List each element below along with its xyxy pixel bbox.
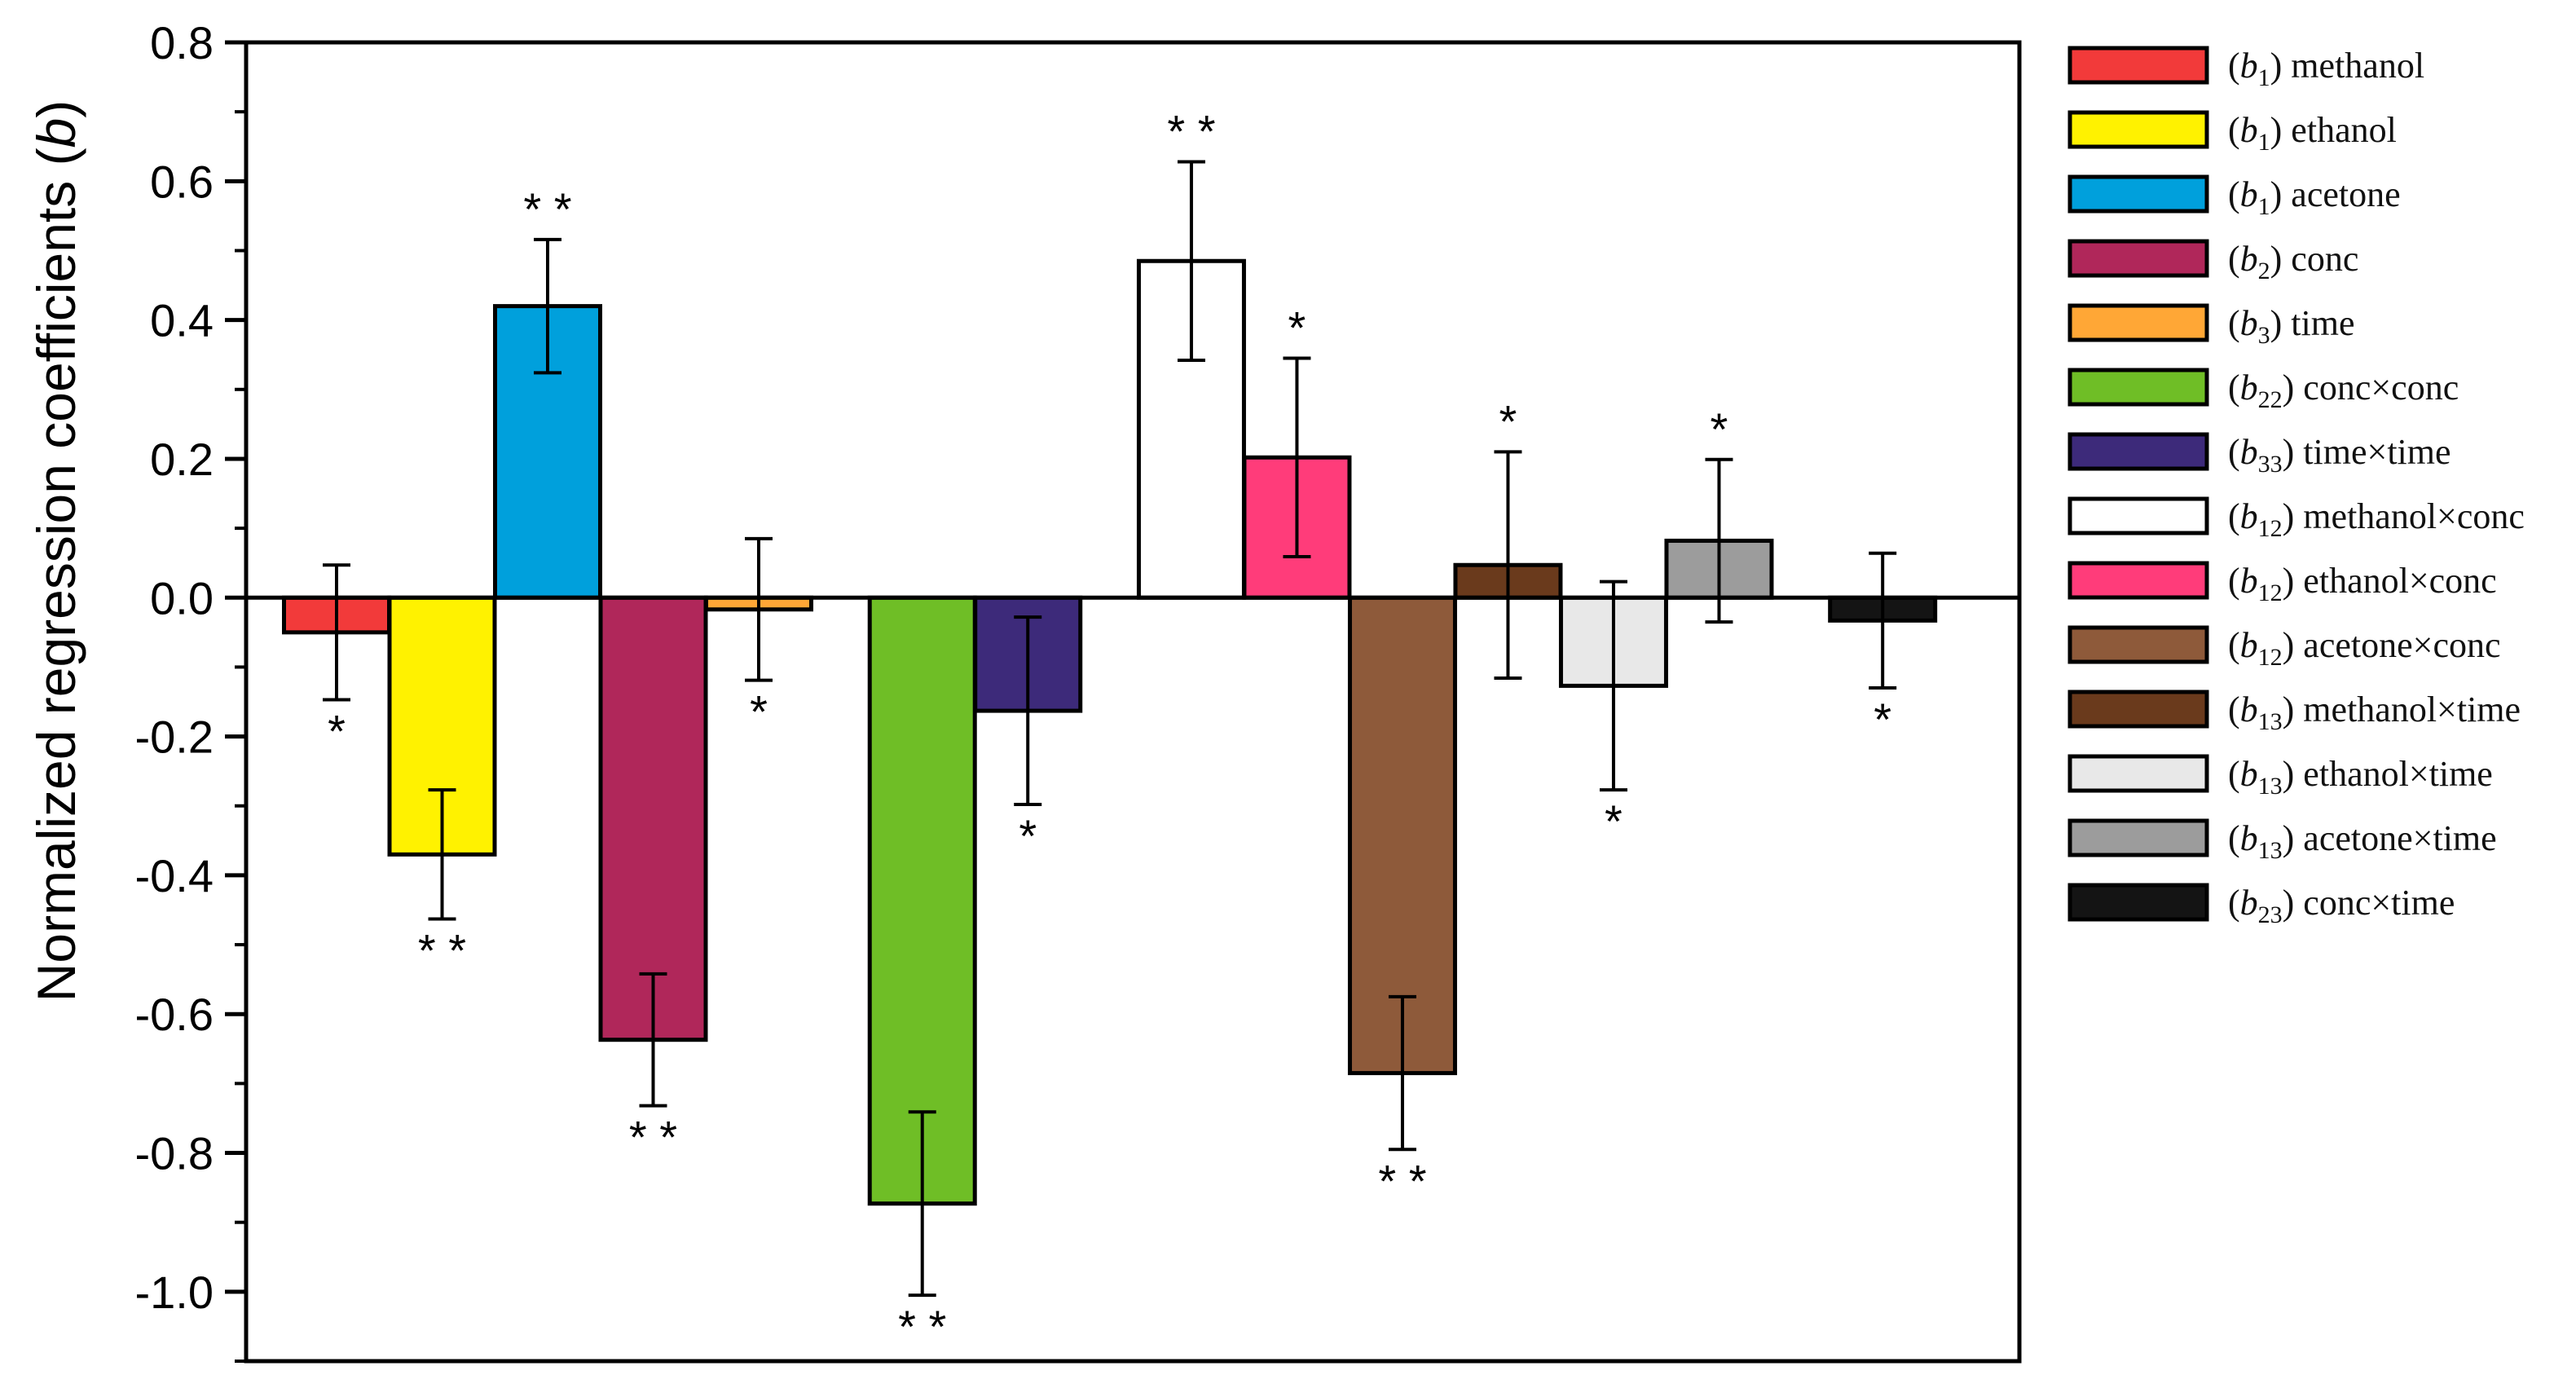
legend-swatch-10 [2067,690,2209,729]
y-tick-label-9: -1.0 [135,1267,214,1318]
legend-swatch-9 [2067,625,2209,664]
plot-frame [244,40,2022,1364]
significance-label-8: * [1288,302,1306,353]
y-tick-label-4: 0.0 [150,572,214,624]
y-tick-label-0: 0.8 [150,17,214,68]
legend-swatch-0 [2067,46,2209,85]
legend-label-10: (b13) methanol×time [2228,690,2521,735]
significance-label-11: * [1605,795,1623,847]
legend-label-2: (b1) acetone [2228,174,2401,220]
y-tick-label-2: 0.4 [150,295,214,346]
legend: (b1) methanol (b1) ethanol (b1) acetone (b2… [2067,46,2525,928]
legend-label-8: (b12) ethanol×conc [2228,561,2497,606]
significance-label-12: * [1711,403,1728,455]
significance-label-5: * * [898,1301,946,1352]
legend-label-11: (b13) ethanol×time [2228,754,2493,800]
legend-swatch-5 [2067,368,2209,407]
legend-swatch-12 [2067,818,2209,857]
y-tick-label-3: 0.2 [150,434,214,485]
y-tick-label-8: -0.8 [135,1128,214,1179]
significance-label-13: * [1874,694,1891,745]
legend-label-0: (b1) methanol [2228,46,2424,91]
bar-3 [598,595,708,1042]
bar-9 [1347,595,1457,1076]
y-tick-label-1: 0.6 [150,156,214,207]
legend-label-13: (b23) conc×time [2228,883,2455,928]
legend-swatch-13 [2067,883,2209,922]
significance-label-1: * * [418,925,466,976]
legend-swatch-4 [2067,303,2209,342]
y-axis: 0.8 0.6 0.4 0.2 0.0 -0.2 -0.4 -0.6 -0.8 -1.0 Norma… [26,17,246,1363]
legend-swatch-7 [2067,496,2209,535]
significance-label-10: * [1499,395,1517,447]
legend-swatch-3 [2067,239,2209,278]
significance-label-4: * [750,686,768,738]
significance-label-9: * * [1378,1155,1426,1206]
significance-label-3: * * [629,1112,677,1163]
y-axis-label: Normalized regression coefficients (b) [26,100,86,1003]
legend-label-12: (b13) acetone×time [2228,818,2497,864]
legend-label-3: (b2) conc [2228,239,2358,284]
y-tick-label-5: -0.2 [135,712,214,763]
significance-label-2: * * [523,183,571,235]
legend-label-6: (b33) time×time [2228,432,2451,478]
legend-swatch-2 [2067,174,2209,214]
y-tick-label-7: -0.6 [135,989,214,1040]
significance-label-7: * * [1167,105,1215,156]
significance-label-6: * [1019,810,1037,862]
legend-label-7: (b12) methanol×conc [2228,496,2525,542]
plot-area: * * * * * * * * * * * * * * * * * * * * [244,40,2022,1364]
legend-label-5: (b22) conc×conc [2228,368,2459,413]
legend-swatch-6 [2067,432,2209,471]
legend-label-1: (b1) ethanol [2228,110,2397,156]
legend-swatch-1 [2067,110,2209,149]
y-tick-label-6: -0.4 [135,850,214,901]
legend-swatch-8 [2067,561,2209,600]
legend-swatch-11 [2067,754,2209,793]
legend-label-9: (b12) acetone×conc [2228,625,2501,671]
significance-label-0: * [328,705,346,756]
legend-label-4: (b3) time [2228,303,2355,349]
